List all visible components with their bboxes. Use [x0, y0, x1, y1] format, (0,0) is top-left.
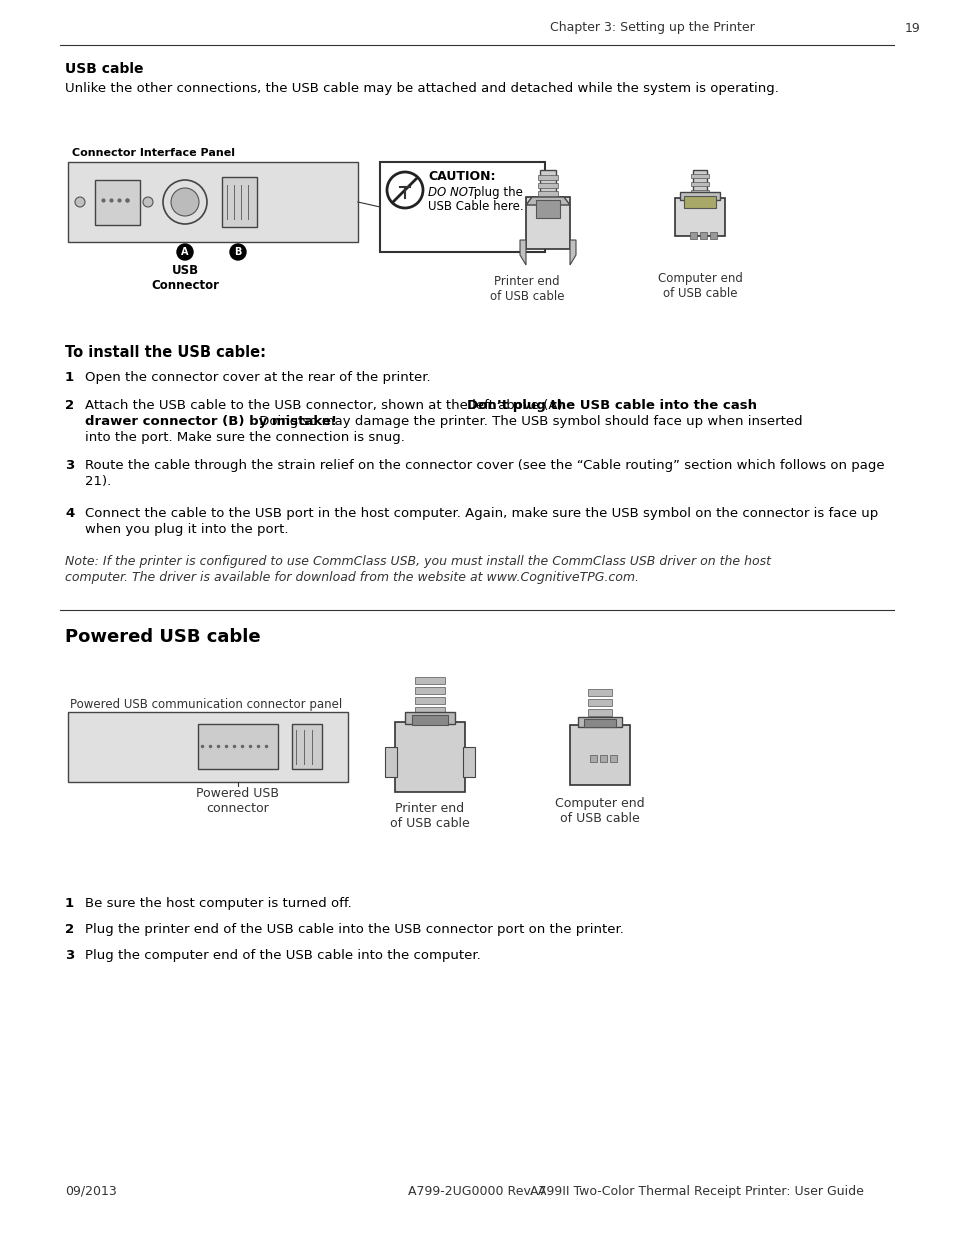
Text: USB cable: USB cable	[65, 62, 143, 77]
FancyBboxPatch shape	[415, 697, 444, 704]
Text: computer. The driver is available for download from the website at www.Cognitive: computer. The driver is available for do…	[65, 571, 639, 584]
FancyBboxPatch shape	[395, 722, 464, 792]
Circle shape	[143, 198, 152, 207]
FancyBboxPatch shape	[525, 198, 569, 249]
FancyBboxPatch shape	[415, 706, 444, 714]
FancyBboxPatch shape	[689, 232, 697, 240]
Text: CAUTION:: CAUTION:	[428, 170, 495, 183]
Circle shape	[171, 188, 199, 216]
Text: USB
Connector: USB Connector	[151, 264, 219, 291]
FancyBboxPatch shape	[675, 198, 724, 236]
Text: Computer end
of USB cable: Computer end of USB cable	[657, 272, 741, 300]
FancyBboxPatch shape	[462, 747, 475, 777]
Text: 2: 2	[65, 923, 74, 936]
FancyBboxPatch shape	[690, 174, 708, 178]
FancyBboxPatch shape	[537, 191, 558, 196]
FancyBboxPatch shape	[412, 715, 448, 725]
FancyBboxPatch shape	[68, 162, 357, 242]
FancyBboxPatch shape	[292, 724, 322, 769]
Text: Note: If the printer is configured to use CommClass USB, you must install the Co: Note: If the printer is configured to us…	[65, 555, 770, 568]
FancyBboxPatch shape	[68, 713, 348, 782]
Text: DO NOT: DO NOT	[428, 186, 475, 199]
Text: when you plug it into the port.: when you plug it into the port.	[85, 522, 288, 536]
Text: A799II Two-Color Thermal Receipt Printer: User Guide: A799II Two-Color Thermal Receipt Printer…	[530, 1186, 863, 1198]
FancyBboxPatch shape	[539, 170, 556, 200]
Polygon shape	[525, 198, 569, 205]
Text: B: B	[234, 247, 241, 257]
FancyBboxPatch shape	[569, 725, 629, 785]
Text: into the port. Make sure the connection is snug.: into the port. Make sure the connection …	[85, 431, 404, 445]
FancyBboxPatch shape	[589, 755, 597, 762]
FancyBboxPatch shape	[536, 200, 559, 219]
Text: Route the cable through the strain relief on the connector cover (see the “Cable: Route the cable through the strain relie…	[85, 459, 883, 472]
FancyBboxPatch shape	[679, 191, 720, 200]
FancyBboxPatch shape	[587, 689, 612, 697]
Text: Printer end
of USB cable: Printer end of USB cable	[489, 275, 563, 303]
FancyBboxPatch shape	[609, 755, 617, 762]
Text: Don’t plug the USB cable into the cash: Don’t plug the USB cable into the cash	[466, 399, 756, 412]
FancyBboxPatch shape	[415, 687, 444, 694]
FancyBboxPatch shape	[95, 180, 140, 225]
Text: 4: 4	[65, 508, 74, 520]
Text: 1: 1	[65, 370, 74, 384]
Text: Connect the cable to the USB port in the host computer. Again, make sure the USB: Connect the cable to the USB port in the…	[85, 508, 878, 520]
Text: 09/2013: 09/2013	[65, 1186, 116, 1198]
FancyBboxPatch shape	[690, 190, 708, 194]
Circle shape	[230, 245, 246, 261]
FancyBboxPatch shape	[587, 709, 612, 716]
Text: Chapter 3: Setting up the Printer: Chapter 3: Setting up the Printer	[550, 21, 754, 35]
Text: 3: 3	[65, 459, 74, 472]
FancyBboxPatch shape	[700, 232, 706, 240]
Text: Connector Interface Panel: Connector Interface Panel	[71, 148, 234, 158]
Text: To install the USB cable:: To install the USB cable:	[65, 345, 266, 359]
FancyBboxPatch shape	[709, 232, 717, 240]
FancyBboxPatch shape	[537, 183, 558, 188]
FancyBboxPatch shape	[537, 175, 558, 180]
Text: Powered USB cable: Powered USB cable	[65, 629, 260, 646]
FancyBboxPatch shape	[198, 724, 277, 769]
Text: A799-2UG0000 Rev. A: A799-2UG0000 Rev. A	[407, 1186, 546, 1198]
Polygon shape	[569, 240, 576, 266]
Text: Plug the computer end of the USB cable into the computer.: Plug the computer end of the USB cable i…	[85, 948, 480, 962]
Text: Attach the USB cable to the USB connector, shown at the left above (A).: Attach the USB cable to the USB connecto…	[85, 399, 571, 412]
Text: 1: 1	[65, 897, 74, 910]
Text: A: A	[181, 247, 189, 257]
FancyBboxPatch shape	[692, 170, 706, 200]
FancyBboxPatch shape	[405, 713, 455, 724]
Circle shape	[177, 245, 193, 261]
Text: 19: 19	[904, 21, 920, 35]
Text: 3: 3	[65, 948, 74, 962]
FancyBboxPatch shape	[587, 719, 612, 726]
Text: Doing so may damage the printer. The USB symbol should face up when inserted: Doing so may damage the printer. The USB…	[254, 415, 801, 429]
Text: drawer connector (B) by mistake!: drawer connector (B) by mistake!	[85, 415, 336, 429]
FancyBboxPatch shape	[415, 677, 444, 684]
Polygon shape	[519, 240, 525, 266]
FancyBboxPatch shape	[415, 718, 444, 724]
FancyBboxPatch shape	[599, 755, 606, 762]
Text: Printer end
of USB cable: Printer end of USB cable	[390, 802, 470, 830]
Circle shape	[75, 198, 85, 207]
Text: Be sure the host computer is turned off.: Be sure the host computer is turned off.	[85, 897, 352, 910]
Text: Powered USB
connector: Powered USB connector	[196, 787, 279, 815]
Text: Plug the printer end of the USB cable into the USB connector port on the printer: Plug the printer end of the USB cable in…	[85, 923, 623, 936]
FancyBboxPatch shape	[385, 747, 396, 777]
FancyBboxPatch shape	[222, 177, 256, 227]
Text: 2: 2	[65, 399, 74, 412]
Text: 21).: 21).	[85, 475, 112, 488]
Text: Unlike the other connections, the USB cable may be attached and detached while t: Unlike the other connections, the USB ca…	[65, 82, 778, 95]
FancyBboxPatch shape	[379, 162, 544, 252]
FancyBboxPatch shape	[578, 718, 621, 727]
FancyBboxPatch shape	[683, 196, 716, 207]
Text: Powered USB communication connector panel: Powered USB communication connector pane…	[70, 698, 342, 711]
FancyBboxPatch shape	[690, 182, 708, 186]
FancyBboxPatch shape	[587, 699, 612, 706]
Text: Open the connector cover at the rear of the printer.: Open the connector cover at the rear of …	[85, 370, 430, 384]
Text: plug the: plug the	[470, 186, 522, 199]
Text: USB Cable here.: USB Cable here.	[428, 200, 523, 212]
Text: Computer end
of USB cable: Computer end of USB cable	[555, 797, 644, 825]
FancyBboxPatch shape	[583, 719, 616, 727]
